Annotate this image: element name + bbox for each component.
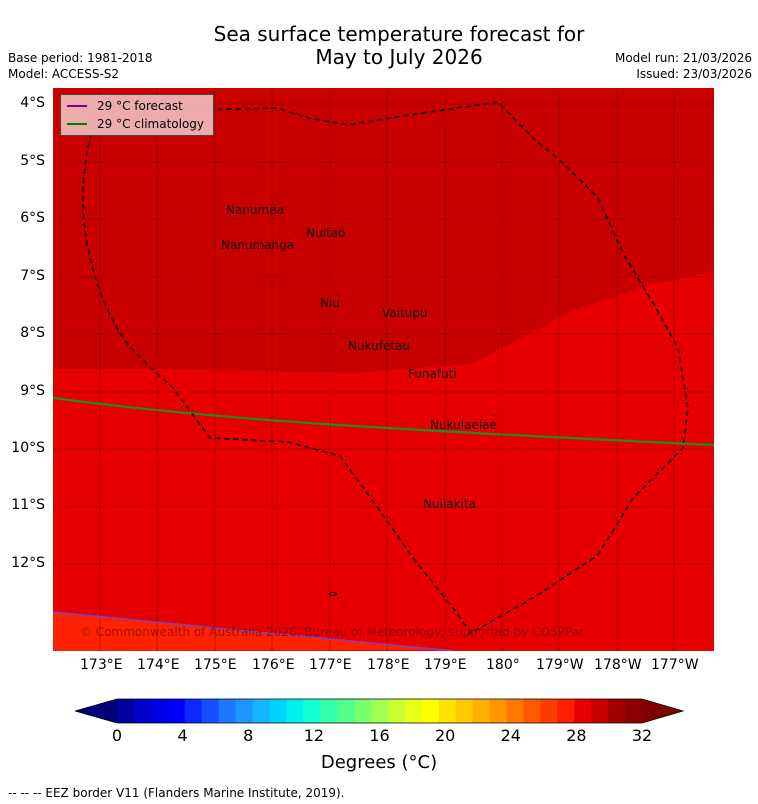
lon-tick: 175°E xyxy=(194,657,237,673)
colorbar-swatch xyxy=(337,699,355,723)
legend-forecast-label: 29 °C forecast xyxy=(97,99,183,113)
colorbar-swatch xyxy=(608,699,626,723)
colorbar-tick-label: 16 xyxy=(369,726,390,745)
colorbar-swatch xyxy=(371,699,389,723)
colorbar-swatch xyxy=(133,699,152,723)
colorbar-swatch xyxy=(303,699,321,723)
colorbar-extend-high xyxy=(642,699,683,723)
colorbar-swatch xyxy=(150,699,169,723)
map-legend: 29 °C forecast 29 °C climatology xyxy=(60,94,214,136)
colorbar-swatch xyxy=(354,699,372,723)
island-markers xyxy=(277,199,495,416)
colorbar-swatch xyxy=(269,699,287,723)
colorbar-tick-label: 12 xyxy=(303,726,325,745)
lon-tick: 173°E xyxy=(80,657,123,673)
island-label-nanumanga: Nanumanga xyxy=(221,238,295,252)
colorbar-tick-label: 24 xyxy=(500,726,521,745)
lon-tick: 178°W xyxy=(594,657,642,673)
colorbar-swatch xyxy=(557,699,575,723)
colorbar-swatch xyxy=(574,699,592,723)
island-outline xyxy=(328,592,338,596)
colorbar-swatch xyxy=(455,699,474,723)
colorbar-swatch xyxy=(387,699,406,723)
colorbar-swatch xyxy=(184,699,203,723)
colorbar-swatch xyxy=(286,699,304,723)
forecast-29c-line xyxy=(53,611,454,651)
lat-tick: 4°S xyxy=(20,95,45,111)
lon-tick: 176°E xyxy=(252,657,295,673)
colorbar xyxy=(75,698,685,724)
sst-map xyxy=(53,88,714,651)
colorbar-swatch xyxy=(591,699,609,723)
island-label-vaitupu: Vaitupu xyxy=(382,306,428,320)
legend-climatology-label: 29 °C climatology xyxy=(97,117,205,131)
lat-tick: 9°S xyxy=(20,383,45,399)
lat-tick: 11°S xyxy=(11,497,45,513)
colorbar-swatch xyxy=(506,699,524,723)
lon-tick: 177°W xyxy=(651,657,699,673)
island-label-niu: Niu xyxy=(320,296,340,310)
lon-tick: 174°E xyxy=(137,657,180,673)
island-label-nukulaelae: Nukulaelae xyxy=(430,418,497,432)
lat-tick: 7°S xyxy=(20,268,45,284)
colorbar-tick-label: 20 xyxy=(434,726,456,745)
colorbar-swatch xyxy=(438,699,457,723)
map-gridlines xyxy=(53,88,714,651)
climatology-swatch xyxy=(67,123,87,125)
lat-tick: 10°S xyxy=(11,440,45,456)
lon-tick: 179°E xyxy=(424,657,467,673)
colorbar-swatch xyxy=(472,699,491,723)
legend-entry-climatology: 29 °C climatology xyxy=(67,116,204,132)
colorbar-swatch xyxy=(540,699,558,723)
colorbar-tick-label: 8 xyxy=(243,726,254,745)
legend-entry-forecast: 29 °C forecast xyxy=(67,98,183,114)
lon-tick: 179°W xyxy=(536,657,584,673)
colorbar-swatch xyxy=(167,699,186,723)
lat-tick: 12°S xyxy=(11,555,45,571)
model-name: Model: ACCESS-S2 xyxy=(8,67,120,81)
island-label-nanumea: Nanumea xyxy=(226,203,284,217)
lat-tick: 5°S xyxy=(20,153,45,169)
lat-tick: 8°S xyxy=(20,325,45,341)
chart-title-line1: Sea surface temperature forecast for xyxy=(213,22,585,46)
lon-tick: 180° xyxy=(486,657,520,673)
colorbar-swatch xyxy=(218,699,237,723)
copyright-note: © Commonwealth of Australia 2026, Bureau… xyxy=(80,625,586,639)
island-label-funafuti: Funafuti xyxy=(408,367,457,381)
island-label-nukufetau: Nukufetau xyxy=(348,339,411,353)
eez-border xyxy=(82,101,689,634)
climatology-29c-line xyxy=(53,396,714,447)
colorbar-swatch xyxy=(117,699,135,723)
lon-tick: 177°E xyxy=(309,657,352,673)
colorbar-swatch xyxy=(489,699,508,723)
colorbar-label: Degrees (°C) xyxy=(320,752,438,773)
sst-region-hot xyxy=(53,88,714,373)
model-run: Model run: 21/03/2026 xyxy=(614,51,752,65)
island-label-nuilakita: Nuilakita xyxy=(423,497,476,511)
colorbar-tick-label: 4 xyxy=(177,726,188,745)
lat-tick: 6°S xyxy=(20,210,45,226)
colorbar-swatch xyxy=(523,699,541,723)
chart-title-line2: May to July 2026 xyxy=(315,45,483,69)
colorbar-swatch xyxy=(421,699,440,723)
colorbar-extend-low xyxy=(75,699,117,723)
colorbar-tick-label: 32 xyxy=(631,726,653,745)
base-period: Base period: 1981-2018 xyxy=(8,51,153,65)
colorbar-swatch xyxy=(320,699,338,723)
colorbar-swatch xyxy=(404,699,423,723)
colorbar-swatch xyxy=(252,699,270,723)
colorbar-swatch xyxy=(235,699,253,723)
colorbar-tick-label: 28 xyxy=(566,726,587,745)
eez-footnote: -- -- -- EEZ border V11 (Flanders Marine… xyxy=(8,786,345,800)
issued-date: Issued: 23/03/2026 xyxy=(636,67,752,81)
colorbar-swatch xyxy=(625,699,643,723)
island-label-nuitao: Nuitao xyxy=(306,226,346,240)
colorbar-swatch xyxy=(201,699,220,723)
colorbar-outline xyxy=(75,698,685,724)
lon-tick: 178°E xyxy=(367,657,410,673)
colorbar-tick-label: 0 xyxy=(111,726,123,745)
forecast-swatch xyxy=(67,105,87,107)
